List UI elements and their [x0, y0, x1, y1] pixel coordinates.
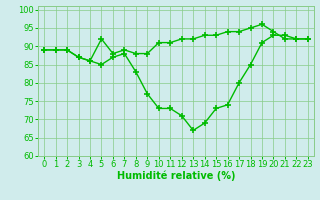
X-axis label: Humidité relative (%): Humidité relative (%) — [117, 171, 235, 181]
